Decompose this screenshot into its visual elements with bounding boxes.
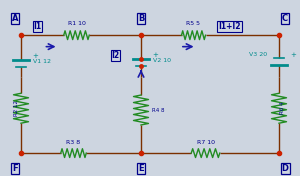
Text: +: + — [152, 52, 158, 58]
Text: I1: I1 — [33, 22, 42, 31]
Text: D: D — [281, 164, 289, 174]
Text: R5 5: R5 5 — [187, 21, 200, 26]
Text: R6 4: R6 4 — [280, 102, 286, 115]
Text: +: + — [32, 53, 38, 59]
Text: V3 20: V3 20 — [249, 52, 267, 57]
Text: I1+I2: I1+I2 — [218, 22, 241, 31]
Text: E: E — [138, 164, 144, 174]
Text: +: + — [290, 52, 296, 58]
Text: F: F — [12, 164, 18, 174]
Text: V2 10: V2 10 — [153, 58, 171, 63]
Text: B: B — [138, 14, 144, 23]
Text: I2: I2 — [111, 51, 120, 60]
Text: C: C — [282, 14, 288, 23]
Text: R7 10: R7 10 — [196, 140, 214, 145]
Text: R3 8: R3 8 — [66, 140, 81, 145]
Text: R1 10: R1 10 — [68, 21, 85, 26]
Text: V1 12: V1 12 — [33, 59, 51, 64]
Text: R2 12: R2 12 — [14, 100, 20, 116]
Text: R4 8: R4 8 — [152, 108, 164, 112]
Text: A: A — [12, 14, 18, 23]
